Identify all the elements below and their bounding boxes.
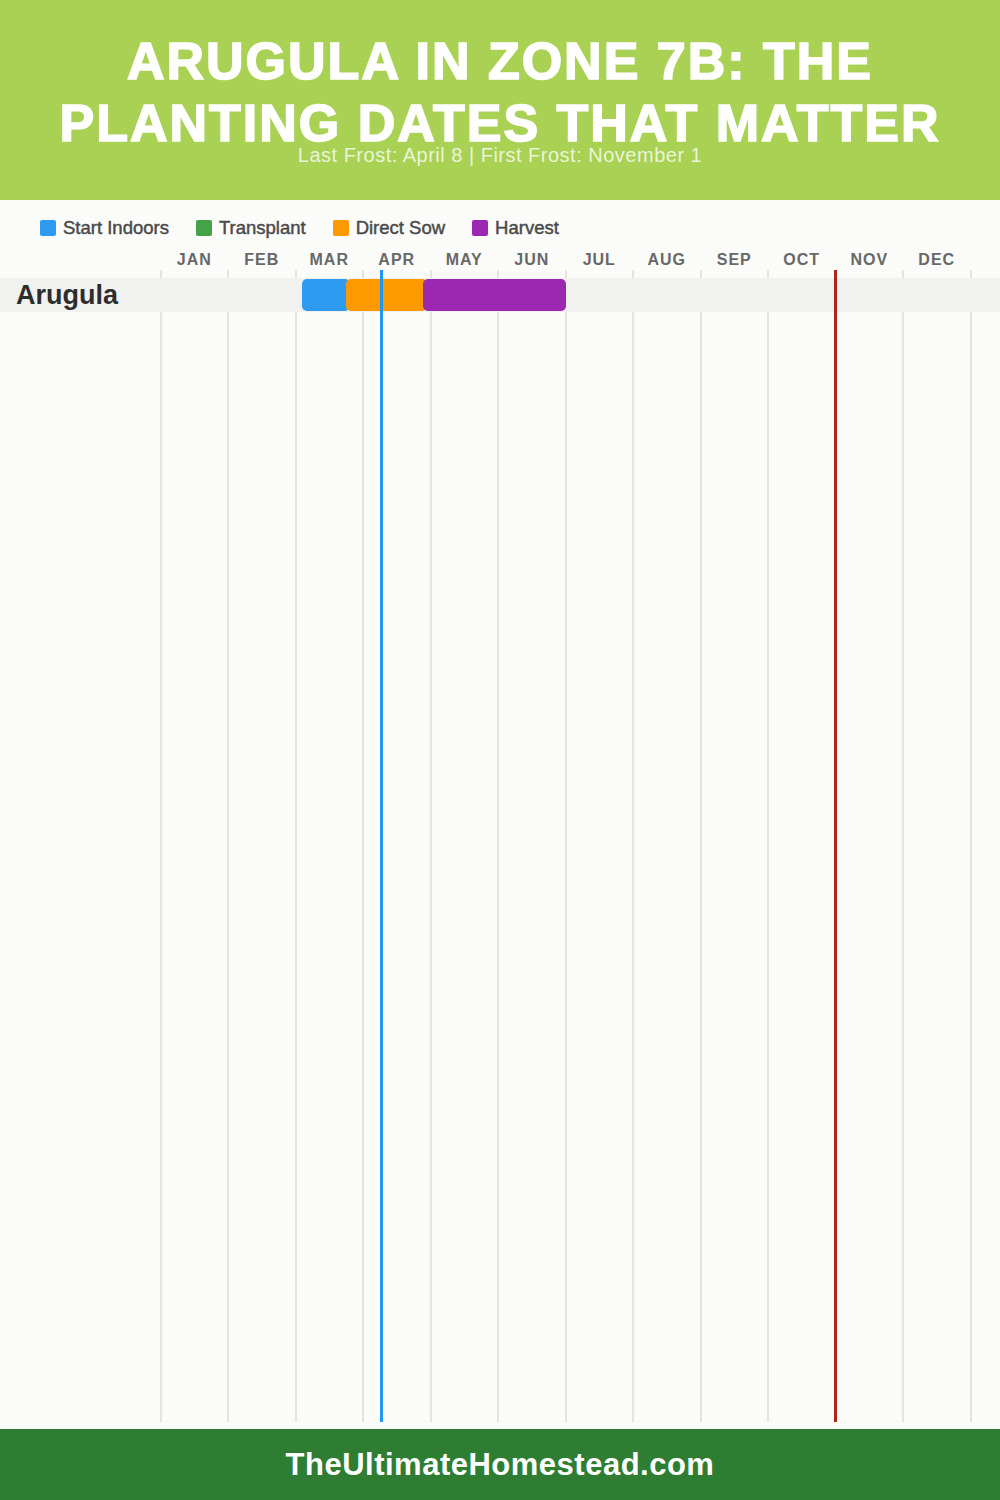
- bar-direct-sow: [346, 279, 428, 311]
- first-frost-line: [834, 270, 837, 1422]
- legend-label: Transplant: [219, 217, 306, 239]
- month-gridline: [227, 270, 229, 1422]
- month-gridline: [497, 270, 499, 1422]
- bar-start-indoors: [302, 279, 349, 311]
- month-gridline: [160, 270, 162, 1422]
- month-label-aug: AUG: [633, 251, 701, 269]
- month-label-feb: FEB: [228, 251, 296, 269]
- bar-harvest: [423, 279, 566, 311]
- month-label-apr: APR: [363, 251, 431, 269]
- month-label-dec: DEC: [903, 251, 971, 269]
- legend-label: Start Indoors: [63, 217, 169, 239]
- month-label-jul: JUL: [566, 251, 634, 269]
- month-label-sep: SEP: [701, 251, 769, 269]
- month-gridline: [295, 270, 297, 1422]
- page-title: ARUGULA IN ZONE 7B: THE PLANTING DATES T…: [0, 30, 1000, 154]
- legend-item-transplant: Transplant: [196, 217, 306, 239]
- start-indoors-swatch-icon: [40, 220, 56, 236]
- direct-sow-swatch-icon: [333, 220, 349, 236]
- harvest-swatch-icon: [472, 220, 488, 236]
- legend: Start Indoors Transplant Direct Sow Harvest: [40, 217, 559, 239]
- month-label-jan: JAN: [161, 251, 229, 269]
- header-banner: ARUGULA IN ZONE 7B: THE PLANTING DATES T…: [0, 0, 1000, 200]
- month-gridline: [362, 270, 364, 1422]
- legend-item-direct-sow: Direct Sow: [333, 217, 445, 239]
- last-frost-line: [380, 270, 383, 1422]
- month-label-oct: OCT: [768, 251, 836, 269]
- month-gridline: [430, 270, 432, 1422]
- month-label-may: MAY: [431, 251, 499, 269]
- crop-row-label: Arugula: [16, 278, 118, 312]
- month-gridline: [700, 270, 702, 1422]
- legend-item-harvest: Harvest: [472, 217, 559, 239]
- frost-dates-subtitle: Last Frost: April 8 | First Frost: Novem…: [0, 143, 1000, 167]
- month-gridline: [970, 270, 972, 1422]
- month-gridline: [565, 270, 567, 1422]
- footer-website-text: TheUltimateHomestead.com: [0, 1429, 1000, 1500]
- legend-label: Harvest: [495, 217, 559, 239]
- page-title-line1: ARUGULA IN ZONE 7B: THE: [0, 30, 1000, 92]
- month-label-jun: JUN: [498, 251, 566, 269]
- month-gridline: [767, 270, 769, 1422]
- month-gridline: [902, 270, 904, 1422]
- legend-label: Direct Sow: [356, 217, 445, 239]
- month-gridline: [632, 270, 634, 1422]
- legend-item-start-indoors: Start Indoors: [40, 217, 169, 239]
- month-label-nov: NOV: [836, 251, 904, 269]
- month-label-mar: MAR: [296, 251, 364, 269]
- transplant-swatch-icon: [196, 220, 212, 236]
- footer-bar: TheUltimateHomestead.com: [0, 1429, 1000, 1500]
